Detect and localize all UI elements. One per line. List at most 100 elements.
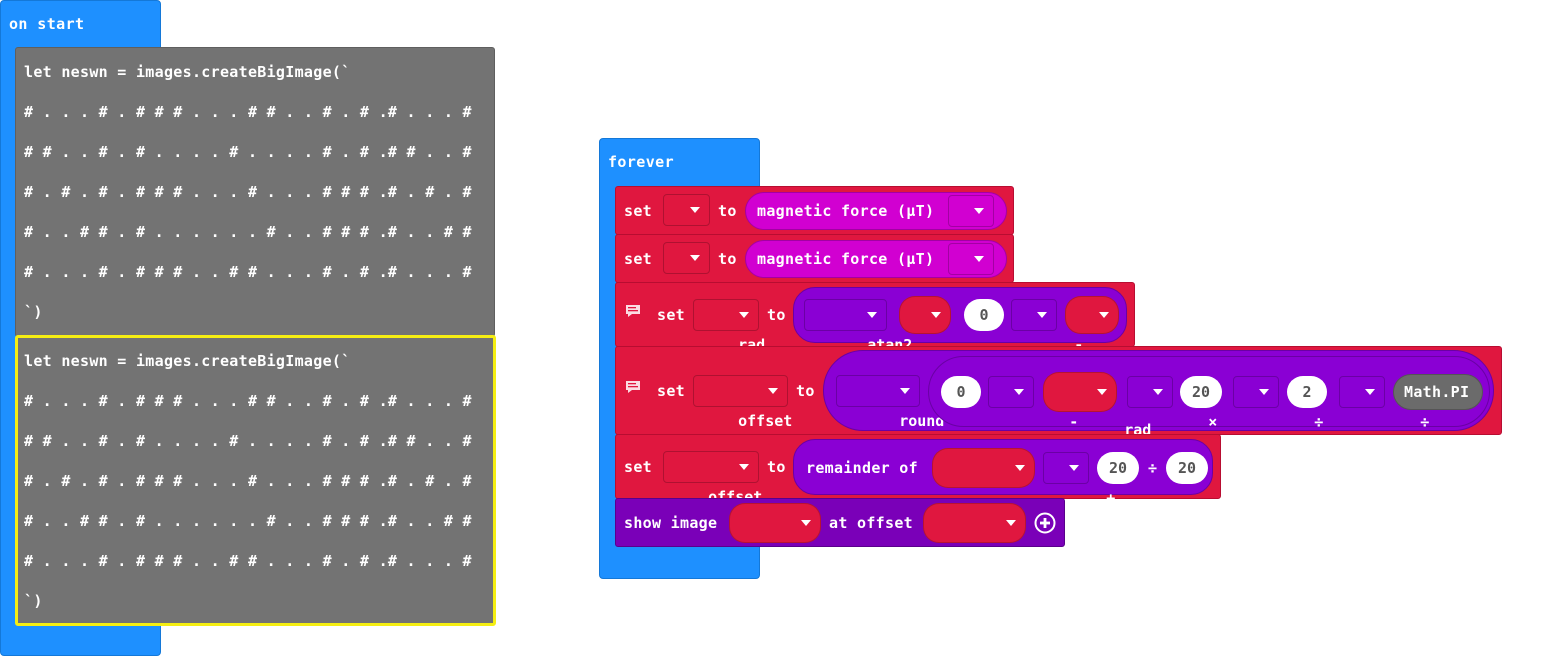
to-keyword: to bbox=[718, 250, 737, 268]
to-keyword: to bbox=[767, 458, 786, 476]
operator: ÷ bbox=[1314, 413, 1324, 431]
math-function-dropdown[interactable]: atan2 bbox=[804, 299, 912, 354]
chevron-down-icon bbox=[974, 208, 984, 214]
forever-label: forever bbox=[608, 153, 675, 171]
number-input[interactable]: 0 bbox=[941, 376, 981, 408]
chevron-down-icon bbox=[1365, 389, 1375, 395]
variable-offset-reporter[interactable]: offset bbox=[932, 448, 1049, 515]
operator-dropdown[interactable]: × bbox=[1127, 376, 1217, 431]
reporter-label: magnetic force (µT) bbox=[757, 202, 935, 220]
number-input[interactable]: 0 bbox=[964, 299, 1004, 331]
number-input[interactable]: 20 bbox=[1166, 452, 1208, 484]
variable-dropdown-rad[interactable]: rad bbox=[693, 299, 765, 354]
variable-dropdown-x[interactable]: x bbox=[663, 194, 717, 249]
comment-icon[interactable] bbox=[626, 381, 640, 393]
code-line: # . . . # . # # # . . . # # . . # . # .#… bbox=[24, 103, 472, 121]
operator: ÷ bbox=[1420, 413, 1430, 431]
math-pi-reporter[interactable]: Math.PI bbox=[1393, 374, 1483, 410]
chevron-down-icon bbox=[739, 312, 749, 318]
operator-dropdown[interactable]: - bbox=[1011, 299, 1083, 354]
variable-z-reporter[interactable]: z bbox=[1065, 296, 1137, 360]
chevron-down-icon bbox=[931, 312, 941, 318]
operator-dropdown[interactable]: + bbox=[1043, 452, 1115, 507]
variable-dropdown-offset[interactable]: offset bbox=[693, 375, 792, 430]
chevron-down-icon bbox=[1097, 389, 1107, 395]
code-line: `) bbox=[24, 303, 43, 321]
round-reporter[interactable]: round 0 - rad × 20 ÷ 2 ÷ Math.PI bbox=[823, 350, 1494, 439]
to-keyword: to bbox=[718, 202, 737, 220]
number-input[interactable]: 2 bbox=[1287, 376, 1327, 408]
show-image-label: show image bbox=[624, 514, 718, 532]
chevron-down-icon bbox=[1015, 465, 1025, 471]
code-line: # # . . # . # . . . . # . . . . # . # .#… bbox=[24, 432, 472, 450]
code-line: let neswn = images.createBigImage(` bbox=[24, 63, 351, 81]
to-keyword: to bbox=[796, 382, 815, 400]
magnetic-force-reporter[interactable]: magnetic force (µT) z bbox=[745, 240, 1020, 298]
operator-dropdown[interactable]: ÷ bbox=[1339, 376, 1429, 431]
operator: - bbox=[1074, 336, 1083, 354]
number-input[interactable]: 20 bbox=[1097, 452, 1139, 484]
chevron-down-icon bbox=[900, 388, 910, 394]
function-name: round bbox=[899, 412, 945, 430]
code-line: # . . # # . # . . . . . . # . . # # # .#… bbox=[24, 512, 472, 530]
set-keyword: set bbox=[657, 382, 685, 400]
chevron-down-icon bbox=[1006, 520, 1016, 526]
variable-dropdown-offset[interactable]: offset bbox=[663, 451, 762, 506]
chevron-down-icon bbox=[1153, 389, 1163, 395]
variable-rad-reporter[interactable]: rad bbox=[1043, 372, 1151, 439]
code-line: # # . . # . # . . . . # . . . . # . # .#… bbox=[24, 143, 472, 161]
set-keyword: set bbox=[624, 458, 652, 476]
code-line: # . . . # . # # # . . . # # . . # . # .#… bbox=[24, 392, 472, 410]
axis-dropdown[interactable]: x bbox=[948, 195, 1020, 250]
math-function-dropdown[interactable]: round bbox=[836, 375, 944, 430]
chevron-down-icon bbox=[1099, 312, 1109, 318]
variable-dropdown-z[interactable]: z bbox=[663, 242, 717, 297]
magnetic-force-reporter[interactable]: magnetic force (µT) x bbox=[745, 192, 1020, 250]
show-image-block[interactable]: show image neswn at offset offset bbox=[615, 498, 1065, 570]
chevron-down-icon bbox=[690, 255, 700, 261]
offset-variable-reporter[interactable]: offset bbox=[923, 503, 1026, 570]
remainder-reporter[interactable]: remainder of offset + 20 ÷ 20 bbox=[793, 439, 1213, 515]
arithmetic-reporter[interactable]: 0 - rad × 20 ÷ 2 ÷ Math.PI bbox=[928, 356, 1490, 439]
set-offset-round-block[interactable]: set offset to round 0 - rad × 20 ÷ 2 ÷ bbox=[615, 346, 1502, 439]
chevron-down-icon bbox=[974, 256, 984, 262]
chevron-down-icon bbox=[1037, 312, 1047, 318]
chevron-down-icon bbox=[867, 312, 877, 318]
code-line: # . # . # . # # # . . . # . . . # # # .#… bbox=[24, 472, 472, 490]
divide-operator: ÷ bbox=[1148, 459, 1158, 477]
set-offset-remainder-block[interactable]: set offset to remainder of offset + 20 ÷… bbox=[615, 434, 1221, 515]
set-keyword: set bbox=[657, 306, 685, 324]
variable-name: neswn bbox=[774, 552, 820, 570]
on-start-label: on start bbox=[9, 15, 85, 33]
chevron-down-icon bbox=[739, 464, 749, 470]
set-z-block[interactable]: set z to magnetic force (µT) z bbox=[615, 234, 1020, 298]
set-rad-block[interactable]: set rad to atan2 x 0 - z bbox=[615, 282, 1137, 360]
chevron-down-icon bbox=[801, 520, 811, 526]
comment-icon[interactable] bbox=[626, 305, 640, 317]
operator-dropdown[interactable]: - bbox=[988, 376, 1078, 431]
axis-dropdown[interactable]: z bbox=[948, 243, 1020, 298]
variable-name: offset bbox=[738, 412, 793, 430]
code-line: # . . # # . # . . . . . . # . . # # # .#… bbox=[24, 223, 472, 241]
chevron-down-icon bbox=[1069, 465, 1079, 471]
variable-x-reporter[interactable]: x bbox=[899, 296, 971, 360]
js-code-block[interactable]: let neswn = images.createBigImage(` # . … bbox=[15, 47, 495, 337]
operator-dropdown[interactable]: ÷ bbox=[1233, 376, 1323, 431]
code-line: # . # . # . # # # . . . # . . . # # # .#… bbox=[24, 183, 472, 201]
plus-circle-icon[interactable] bbox=[1034, 512, 1056, 534]
number-input[interactable]: 20 bbox=[1180, 376, 1222, 408]
function-label: remainder of bbox=[806, 459, 918, 477]
js-code-block-selected[interactable]: let neswn = images.createBigImage(` # . … bbox=[15, 335, 496, 626]
operator: - bbox=[1069, 413, 1078, 431]
reporter-label: Math.PI bbox=[1404, 383, 1470, 401]
image-variable-reporter[interactable]: neswn bbox=[729, 503, 821, 570]
atan2-reporter[interactable]: atan2 x 0 - z bbox=[793, 287, 1137, 360]
set-keyword: set bbox=[624, 202, 652, 220]
variable-name: offset bbox=[968, 552, 1023, 570]
set-keyword: set bbox=[624, 250, 652, 268]
at-offset-label: at offset bbox=[829, 514, 913, 532]
operator: + bbox=[1106, 489, 1116, 507]
set-x-block[interactable]: set x to magnetic force (µT) x bbox=[615, 186, 1020, 250]
axis-value: x bbox=[1011, 232, 1021, 250]
chevron-down-icon bbox=[1259, 389, 1269, 395]
